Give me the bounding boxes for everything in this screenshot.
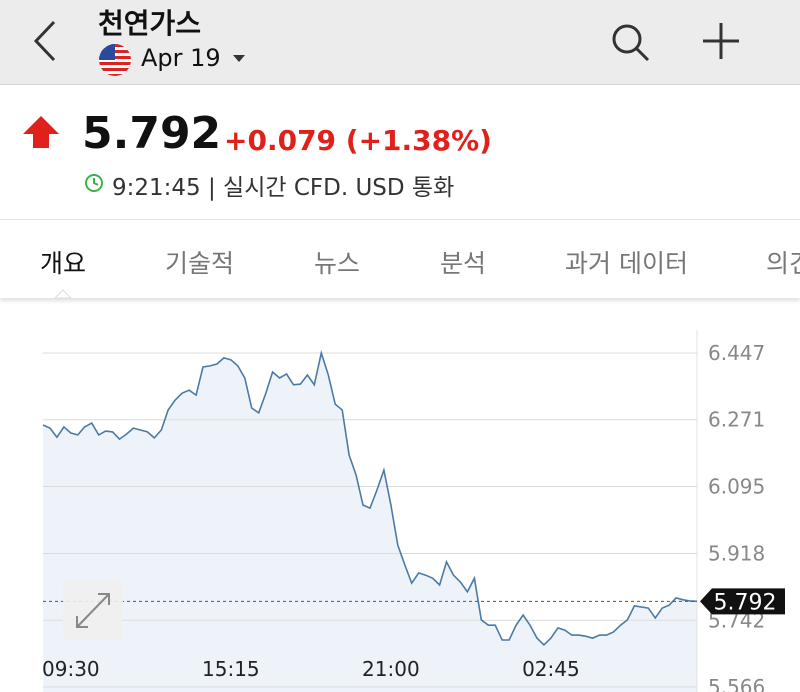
tab[interactable]: 의견 <box>766 249 800 278</box>
up-arrow <box>23 116 59 148</box>
tab-indicator <box>53 289 73 299</box>
clock-icon <box>85 174 103 192</box>
fullscreen-icon <box>76 593 110 628</box>
date-selector[interactable]: Apr 19 <box>141 44 221 72</box>
x-tick-label: 09:30 <box>42 657 100 681</box>
last-price: 5.792 <box>82 108 222 159</box>
y-tick-label: 6.271 <box>708 408 765 432</box>
tab[interactable]: 분석 <box>440 249 487 278</box>
tab[interactable]: 개요 <box>40 249 87 278</box>
last-value-tag <box>700 588 785 615</box>
top-bar: 천연가스 Apr 19 <box>0 0 800 85</box>
add-button[interactable] <box>700 20 742 62</box>
us-flag <box>99 44 131 76</box>
tab[interactable]: 기술적 <box>165 249 235 278</box>
last-value-label: 5.792 <box>714 590 777 615</box>
y-tick-label: 6.095 <box>708 474 765 498</box>
dropdown-caret[interactable] <box>232 54 246 64</box>
instrument-title: 천연가스 <box>98 7 202 40</box>
search-button[interactable] <box>610 22 652 64</box>
fullscreen-button[interactable] <box>63 580 123 640</box>
quote-time: 9:21:45 | 실시간 CFD. USD 통화 <box>112 175 455 201</box>
tab[interactable]: 뉴스 <box>314 249 361 278</box>
price-change: +0.079 (+1.38%) <box>224 124 492 157</box>
back-button[interactable] <box>28 18 62 64</box>
x-tick-label: 02:45 <box>522 657 580 681</box>
y-tick-label: 6.447 <box>708 341 765 365</box>
x-tick-label: 21:00 <box>362 657 420 681</box>
x-tick-label: 15:15 <box>202 657 260 681</box>
tab[interactable]: 과거 데이터 <box>565 249 688 278</box>
price-line <box>42 349 698 647</box>
tab-bar: 개요 기술적 뉴스 분석 과거 데이터 의견 <box>0 219 800 298</box>
area-fill <box>43 353 697 692</box>
y-tick-label: 5.566 <box>708 675 765 692</box>
y-tick-label: 5.918 <box>708 542 765 566</box>
